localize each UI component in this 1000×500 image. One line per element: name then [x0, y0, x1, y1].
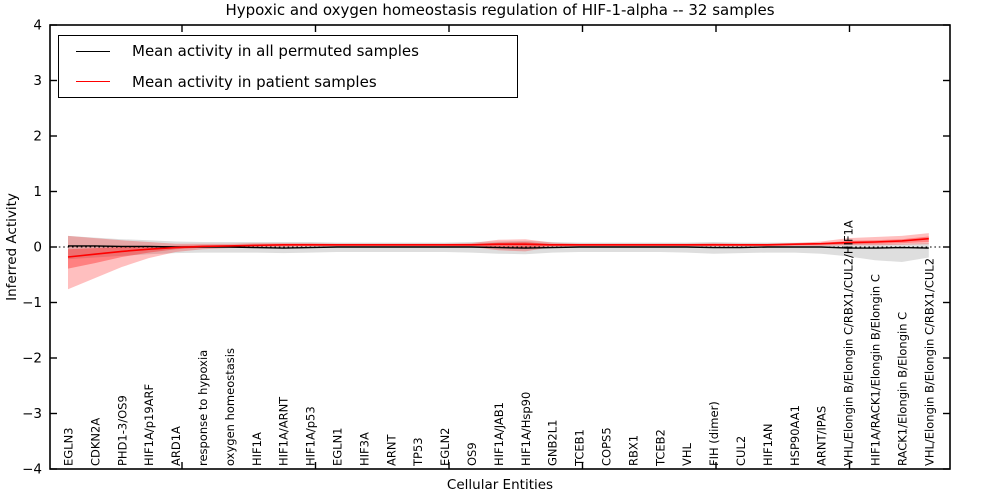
- y-tick-label: −3: [22, 406, 42, 422]
- x-category-label: EGLN3: [62, 427, 76, 466]
- legend-label-patient: Mean activity in patient samples: [132, 72, 377, 91]
- x-category-label: RACK1/Elongin B/Elongin C: [895, 312, 909, 466]
- legend: Mean activity in all permuted samples Me…: [58, 35, 518, 98]
- x-category-label: FIH (dimer): [707, 401, 721, 466]
- x-category-label: HIF1A/RACK1/Elongin B/Elongin C: [869, 274, 883, 466]
- x-category-label: HIF1A/Hsp90: [519, 392, 533, 466]
- y-tick-label: 0: [33, 240, 42, 256]
- x-category-label: ARNT: [384, 434, 398, 466]
- x-category-label: HIF1A/p19ARF: [142, 384, 156, 466]
- x-category-label: oxygen homeostasis: [223, 348, 237, 466]
- x-category-label: RBX1: [626, 435, 640, 466]
- x-category-label: VHL: [680, 442, 694, 466]
- y-tick-label: 1: [33, 184, 42, 200]
- x-category-label: HIF1A/ARNT: [277, 396, 291, 466]
- x-category-label: ARNT/IPAS: [815, 406, 829, 466]
- confidence-band-patient-outer: [68, 233, 929, 290]
- x-category-label: EGLN2: [438, 427, 452, 466]
- x-category-label: HIF1A/p53: [304, 406, 318, 466]
- y-tick-label: 2: [33, 129, 42, 145]
- x-axis-label: Cellular Entities: [446, 477, 554, 493]
- x-category-label: EGLN1: [331, 427, 345, 466]
- x-category-label: HIF1A: [250, 432, 264, 466]
- legend-label-permuted: Mean activity in all permuted samples: [132, 42, 419, 61]
- y-axis-label: Inferred Activity: [4, 193, 20, 301]
- x-category-label: HIF1A/JAB1: [492, 402, 506, 466]
- x-category-label: VHL/Elongin B/Elongin C/RBX1/CUL2: [922, 258, 936, 466]
- confidence-band-permuted: [68, 235, 929, 262]
- y-tick-label: 3: [33, 73, 42, 89]
- patient-mean-line: [67, 237, 929, 258]
- y-tick-label: 4: [33, 18, 42, 34]
- x-category-label: OS9: [465, 442, 479, 466]
- x-category-label: ARD1A: [169, 426, 183, 466]
- x-category-label: HSP90AA1: [788, 405, 802, 466]
- x-category-label: TCEB1: [573, 429, 587, 467]
- y-tick-label: −2: [22, 351, 42, 367]
- legend-line-patient-icon: [76, 81, 110, 83]
- x-category-label: CDKN2A: [88, 418, 102, 466]
- x-category-label: HIF3A: [357, 432, 371, 466]
- x-category-label: TCEB2: [653, 429, 667, 467]
- x-category-label: TP53: [411, 437, 425, 467]
- x-category-label: GNB2L1: [546, 420, 560, 466]
- x-category-label: VHL/Elongin B/Elongin C/RBX1/CUL2/HIF1A: [842, 220, 856, 466]
- chart-title: Hypoxic and oxygen homeostasis regulatio…: [225, 1, 775, 19]
- legend-entry-patient: Mean activity in patient samples: [59, 67, 517, 96]
- x-category-label: response to hypoxia: [196, 350, 210, 466]
- x-category-label: PHD1-3/OS9: [115, 395, 129, 466]
- y-tick-label: −1: [22, 295, 42, 311]
- x-category-label: HIF1AN: [761, 424, 775, 466]
- x-category-label: CUL2: [734, 436, 748, 466]
- y-tick-label: −4: [22, 462, 42, 478]
- x-category-label: COPS5: [600, 427, 614, 466]
- legend-entry-permuted: Mean activity in all permuted samples: [59, 37, 517, 66]
- legend-line-permuted-icon: [76, 50, 110, 52]
